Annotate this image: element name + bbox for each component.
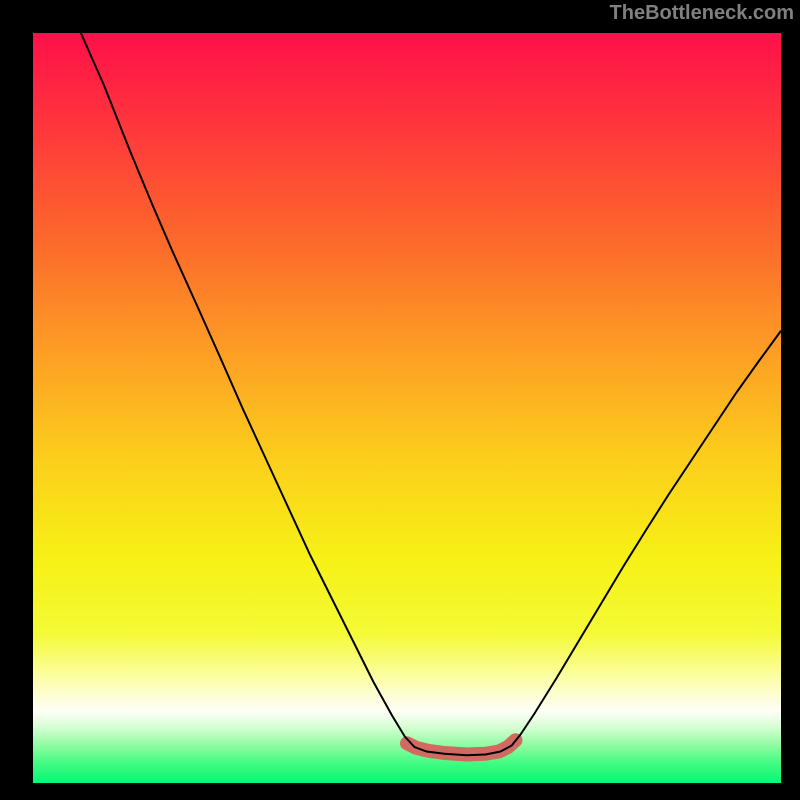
gradient-background — [33, 33, 781, 783]
watermark-text: TheBottleneck.com — [610, 2, 794, 25]
outer-frame: TheBottleneck.com — [0, 0, 800, 800]
plot-area — [33, 33, 781, 783]
chart-svg — [33, 33, 781, 783]
